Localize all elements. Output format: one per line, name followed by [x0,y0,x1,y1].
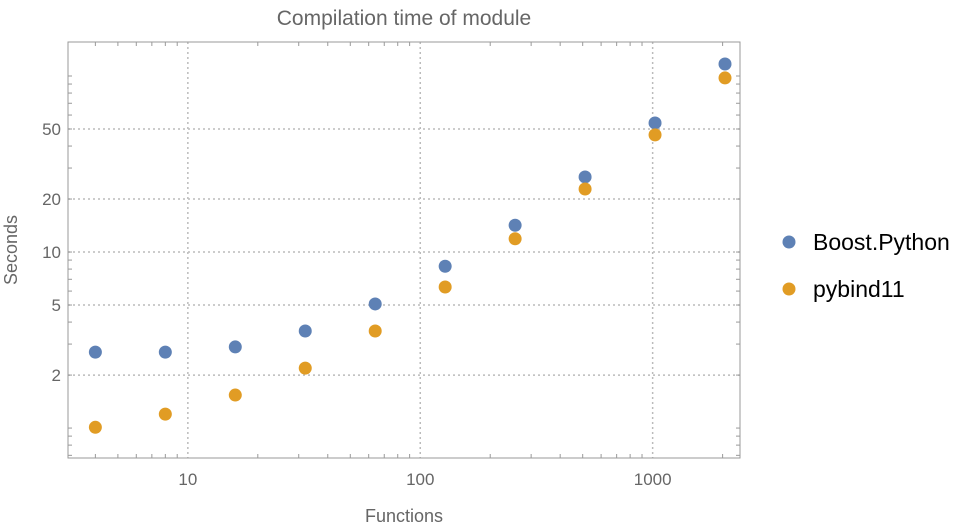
legend-marker [782,235,796,249]
point-boost-python [578,170,592,184]
point-pybind11 [298,361,312,375]
legend: Boost.Python pybind11 [782,229,950,302]
y-axis-label: Seconds [1,215,21,285]
chart-title: Compilation time of module [277,7,531,30]
plot-frame [67,41,741,459]
y-tick-label: 10 [42,243,61,262]
point-boost-python [158,345,172,359]
point-pybind11 [648,128,662,142]
grid [68,42,740,458]
point-boost-python [718,57,732,71]
point-pybind11 [508,232,522,246]
point-boost-python [648,116,662,130]
x-tick-label: 10 [178,470,197,489]
point-boost-python [228,340,242,354]
point-boost-python [88,345,102,359]
x-axis-label: Functions [365,506,443,525]
x-tick-label: 1000 [634,470,672,489]
y-tick-label: 2 [52,366,61,385]
legend-label: pybind11 [813,276,905,302]
point-boost-python [508,218,522,232]
tick-labels: 10 100 1000 2 5 10 20 50 [42,120,671,489]
point-pybind11 [438,280,452,294]
point-boost-python [438,259,452,273]
point-boost-python [298,324,312,338]
y-tick-label: 20 [42,190,61,209]
point-pybind11 [718,71,732,85]
x-tick-label: 100 [406,470,434,489]
data-points [88,57,732,434]
point-pybind11 [578,182,592,196]
point-pybind11 [158,407,172,421]
point-boost-python [368,297,382,311]
point-pybind11 [88,420,102,434]
legend-marker [782,282,796,296]
y-tick-label: 50 [42,120,61,139]
legend-label: Boost.Python [813,229,950,255]
point-pybind11 [368,324,382,338]
y-tick-label: 5 [52,296,61,315]
point-pybind11 [228,388,242,402]
